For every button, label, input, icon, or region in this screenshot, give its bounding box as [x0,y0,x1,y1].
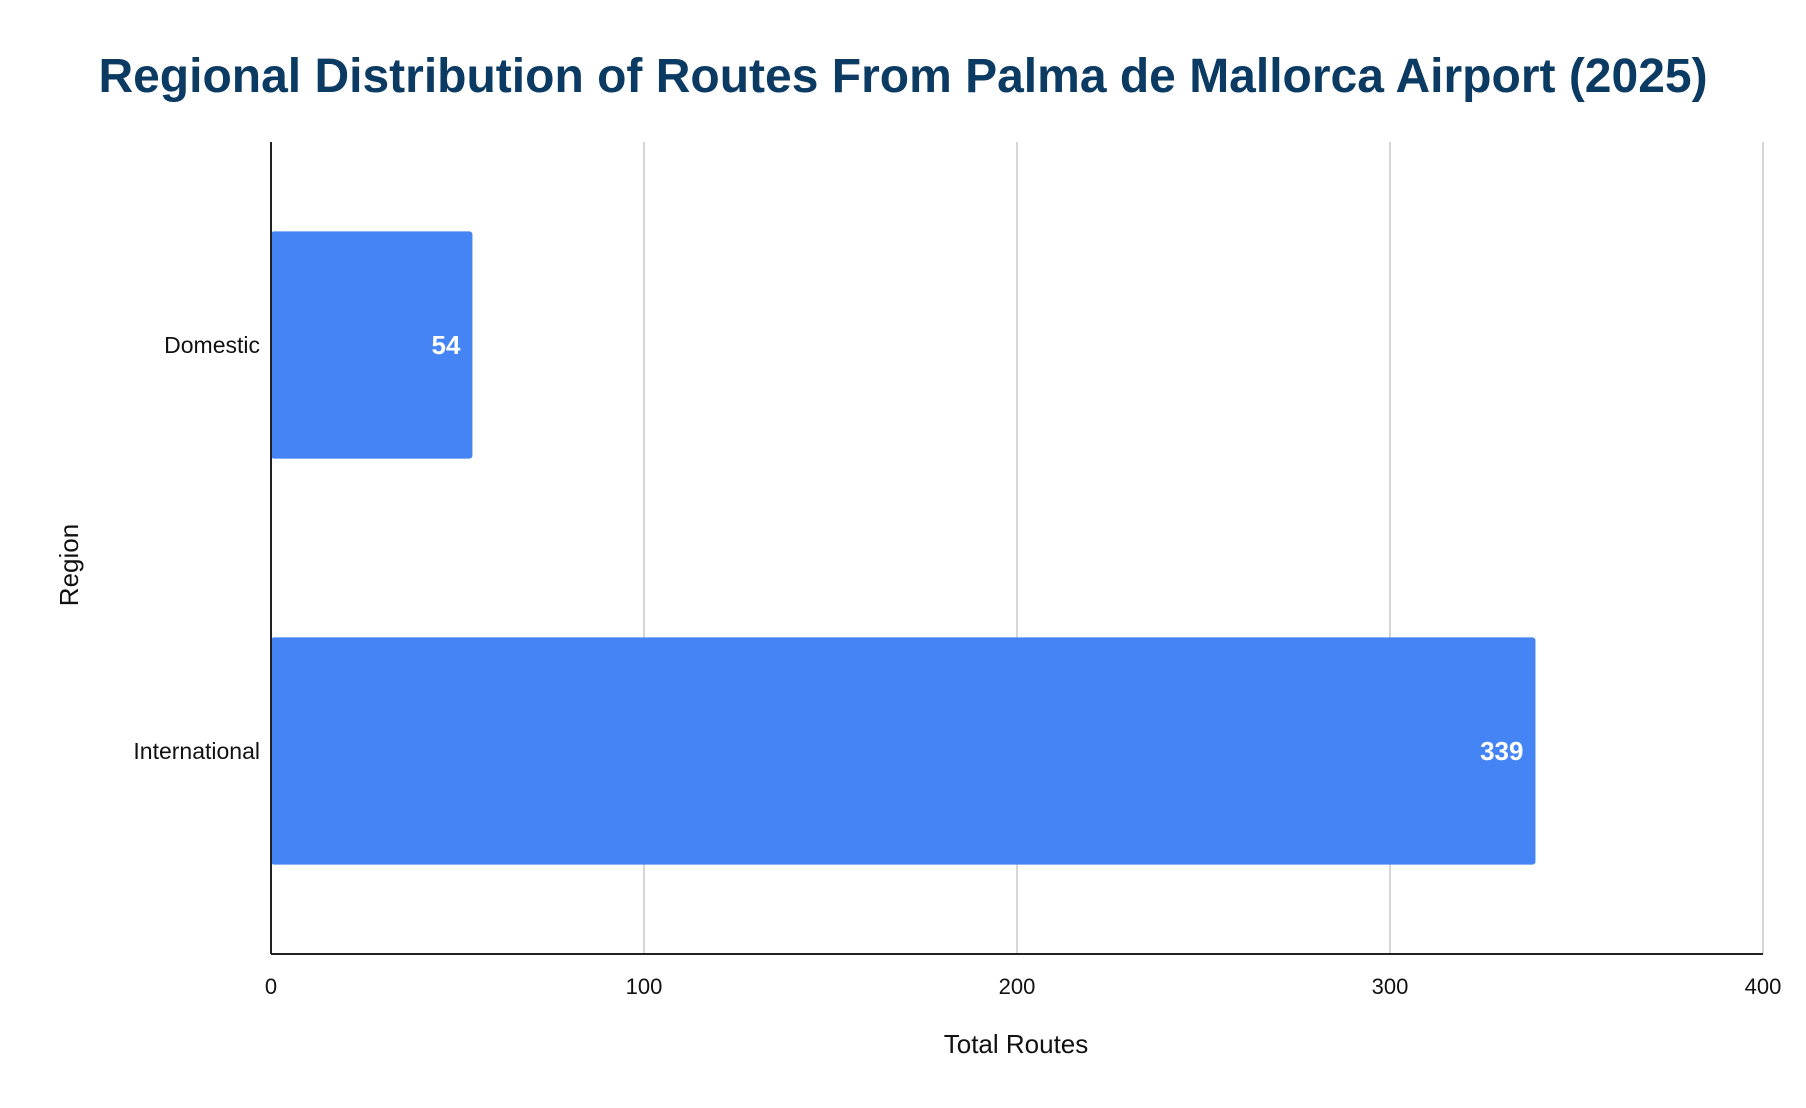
category-label-domestic: Domestic [164,332,260,358]
category-label-international: International [133,738,260,764]
x-tick-label-100: 100 [626,974,663,999]
axes [270,142,1763,955]
bar-domestic [271,231,473,459]
category-labels: Domestic International [133,332,260,764]
y-axis-title: Region [54,524,84,606]
x-tick-label-400: 400 [1745,974,1782,999]
chart-title: Regional Distribution of Routes From Pal… [98,50,1707,103]
data-labels: 54 339 [431,330,1523,766]
x-tick-label-300: 300 [1372,974,1409,999]
x-tick-label-0: 0 [265,974,277,999]
data-label-international: 339 [1480,736,1523,766]
data-label-domestic: 54 [431,330,460,360]
bar-international [271,637,1536,865]
x-axis-title: Total Routes [944,1029,1089,1059]
x-tick-label-200: 200 [999,974,1036,999]
bars [271,231,1536,865]
x-tick-labels: 0 100 200 300 400 [265,974,1781,999]
